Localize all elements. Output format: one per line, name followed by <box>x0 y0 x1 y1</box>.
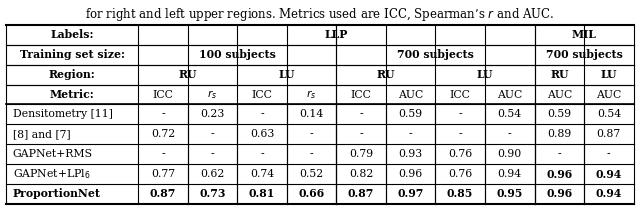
Text: MIL: MIL <box>572 29 596 40</box>
Text: -: - <box>310 129 314 139</box>
Text: Densitometry [11]: Densitometry [11] <box>13 109 113 119</box>
Text: 0.94: 0.94 <box>596 188 622 199</box>
Text: 0.87: 0.87 <box>596 129 621 139</box>
Text: 0.52: 0.52 <box>300 169 324 179</box>
Text: 0.77: 0.77 <box>151 169 175 179</box>
Text: 0.66: 0.66 <box>298 188 324 199</box>
Text: 0.85: 0.85 <box>447 188 474 199</box>
Text: ICC: ICC <box>152 89 173 99</box>
Text: [8] and [7]: [8] and [7] <box>13 129 70 139</box>
Text: RU: RU <box>550 69 568 80</box>
Text: 0.82: 0.82 <box>349 169 373 179</box>
Text: LU: LU <box>600 69 617 80</box>
Text: 0.93: 0.93 <box>399 149 423 159</box>
Text: 0.76: 0.76 <box>448 149 472 159</box>
Text: AUC: AUC <box>596 89 621 99</box>
Text: ICC: ICC <box>252 89 273 99</box>
Text: Training set size:: Training set size: <box>20 49 125 60</box>
Text: -: - <box>409 129 412 139</box>
Text: ICC: ICC <box>351 89 371 99</box>
Text: 0.74: 0.74 <box>250 169 274 179</box>
Text: 0.95: 0.95 <box>497 188 523 199</box>
Text: RU: RU <box>376 69 395 80</box>
Text: 0.97: 0.97 <box>397 188 424 199</box>
Text: 0.59: 0.59 <box>547 109 572 119</box>
Text: 0.54: 0.54 <box>596 109 621 119</box>
Text: -: - <box>211 129 214 139</box>
Text: GAPNet+RMS: GAPNet+RMS <box>13 149 93 159</box>
Text: $r_s$: $r_s$ <box>207 88 218 101</box>
Text: 100 subjects: 100 subjects <box>199 49 276 60</box>
Text: -: - <box>359 129 363 139</box>
Text: 0.14: 0.14 <box>300 109 324 119</box>
Text: Region:: Region: <box>49 69 95 80</box>
Text: RU: RU <box>179 69 197 80</box>
Text: 0.59: 0.59 <box>399 109 422 119</box>
Text: -: - <box>508 129 511 139</box>
Text: 0.87: 0.87 <box>150 188 176 199</box>
Text: -: - <box>458 129 462 139</box>
Text: 0.54: 0.54 <box>498 109 522 119</box>
Text: 0.23: 0.23 <box>200 109 225 119</box>
Text: LU: LU <box>278 69 295 80</box>
Text: 0.72: 0.72 <box>151 129 175 139</box>
Text: LU: LU <box>477 69 493 80</box>
Text: 0.87: 0.87 <box>348 188 374 199</box>
Text: -: - <box>557 149 561 159</box>
Text: 0.94: 0.94 <box>596 168 622 180</box>
Text: Labels:: Labels: <box>51 29 94 40</box>
Text: -: - <box>359 109 363 119</box>
Text: -: - <box>607 149 611 159</box>
Text: -: - <box>161 109 164 119</box>
Text: 700 subjects: 700 subjects <box>397 49 474 60</box>
Text: ProportionNet: ProportionNet <box>13 188 100 199</box>
Text: 0.94: 0.94 <box>498 169 522 179</box>
Text: -: - <box>211 149 214 159</box>
Text: LLP: LLP <box>324 29 348 40</box>
Text: -: - <box>161 149 164 159</box>
Text: $r_s$: $r_s$ <box>307 88 317 101</box>
Text: ICC: ICC <box>450 89 470 99</box>
Text: Metric:: Metric: <box>50 89 95 100</box>
Text: AUC: AUC <box>497 89 522 99</box>
Text: -: - <box>458 109 462 119</box>
Text: 0.76: 0.76 <box>448 169 472 179</box>
Text: 0.96: 0.96 <box>546 168 572 180</box>
Text: for right and left upper regions. Metrics used are ICC, Spearman’s $r$ and AUC.: for right and left upper regions. Metric… <box>85 6 555 23</box>
Text: 0.63: 0.63 <box>250 129 274 139</box>
Text: 0.90: 0.90 <box>498 149 522 159</box>
Text: 0.89: 0.89 <box>547 129 572 139</box>
Text: 0.81: 0.81 <box>249 188 275 199</box>
Text: GAPNet+LPl$_6$: GAPNet+LPl$_6$ <box>13 167 90 181</box>
Text: 0.73: 0.73 <box>199 188 226 199</box>
Text: -: - <box>260 149 264 159</box>
Text: -: - <box>260 109 264 119</box>
Text: 700 subjects: 700 subjects <box>546 49 623 60</box>
Text: 0.79: 0.79 <box>349 149 373 159</box>
Text: -: - <box>310 149 314 159</box>
Text: 0.96: 0.96 <box>546 188 572 199</box>
Text: 0.62: 0.62 <box>200 169 225 179</box>
Text: AUC: AUC <box>398 89 423 99</box>
Text: AUC: AUC <box>547 89 572 99</box>
Text: 0.96: 0.96 <box>399 169 423 179</box>
